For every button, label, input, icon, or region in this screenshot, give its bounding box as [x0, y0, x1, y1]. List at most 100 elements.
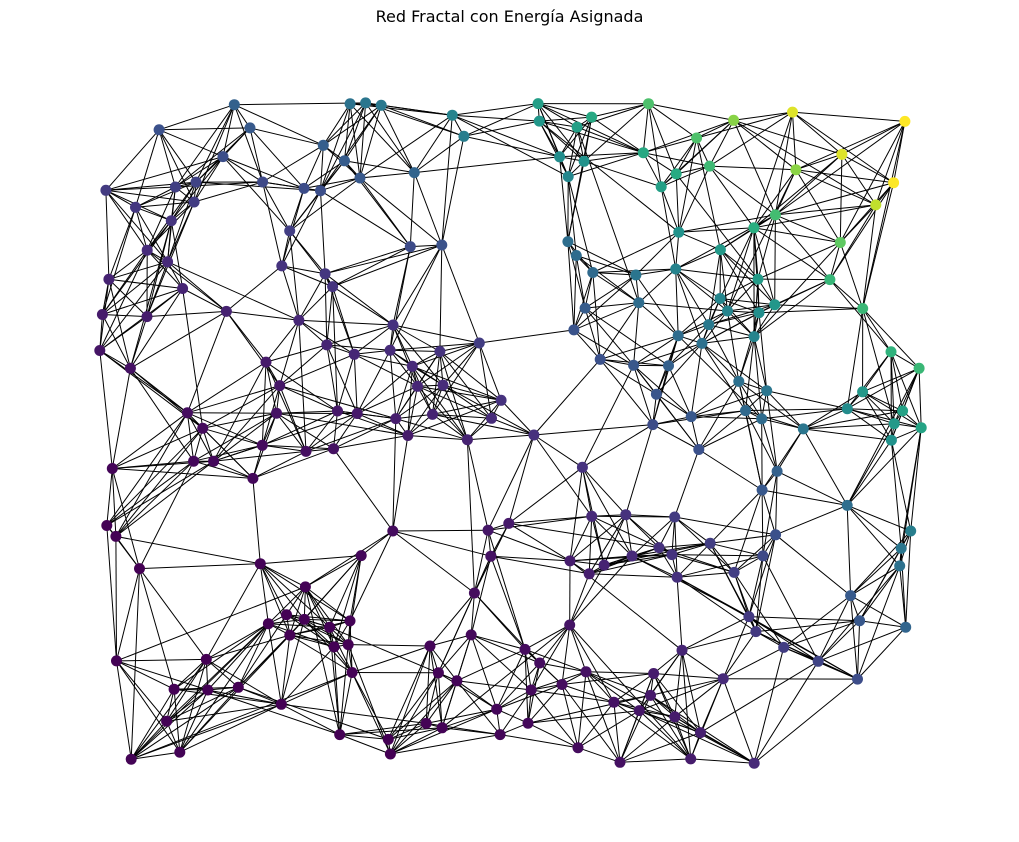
edge	[213, 385, 281, 462]
graph-node	[704, 160, 716, 172]
edge	[585, 302, 639, 309]
graph-node	[384, 344, 396, 356]
edge	[538, 120, 680, 233]
edge	[488, 515, 592, 531]
edge	[533, 424, 653, 436]
edge	[389, 246, 411, 351]
edge	[387, 680, 458, 740]
edge	[859, 620, 906, 628]
graph-node	[406, 360, 418, 372]
edge	[829, 279, 892, 353]
edge	[753, 154, 843, 229]
graph-node	[427, 408, 438, 420]
edge	[437, 672, 443, 728]
graph-node	[355, 550, 367, 562]
edge	[187, 385, 280, 414]
edge	[677, 310, 728, 337]
edge	[671, 516, 676, 555]
edge	[326, 344, 391, 351]
graph-node	[748, 757, 760, 769]
edge	[900, 427, 922, 549]
edge	[585, 671, 640, 712]
edge	[676, 576, 757, 633]
edge	[116, 660, 181, 753]
edge	[862, 391, 895, 425]
edge	[792, 111, 894, 184]
edge	[576, 126, 640, 303]
graph-node	[841, 403, 853, 415]
edge	[353, 354, 358, 414]
edge	[588, 514, 627, 575]
edge	[674, 516, 711, 544]
edge	[438, 634, 472, 674]
edge	[674, 449, 700, 518]
graph-node	[275, 698, 287, 710]
edge	[524, 649, 532, 691]
edge	[559, 156, 569, 242]
edge	[298, 273, 326, 321]
edge	[585, 671, 621, 763]
edge	[390, 680, 458, 755]
graph-node	[857, 303, 869, 314]
edge	[710, 534, 776, 544]
edge	[474, 592, 526, 650]
edge	[159, 127, 251, 131]
edge	[179, 689, 209, 753]
edge	[496, 708, 529, 724]
graph-node	[714, 293, 726, 304]
edge	[905, 530, 912, 628]
edge	[305, 586, 351, 622]
graph-node	[648, 668, 660, 679]
edge	[359, 177, 443, 246]
edge	[105, 189, 195, 203]
edge	[708, 304, 775, 326]
edge	[720, 214, 776, 251]
edge	[116, 568, 140, 662]
edge	[857, 565, 901, 680]
edge	[681, 650, 701, 733]
edge	[839, 154, 843, 243]
edge	[733, 489, 763, 573]
graph-node	[404, 241, 416, 253]
graph-node	[387, 525, 399, 537]
edge	[222, 127, 251, 157]
node-layer	[94, 97, 927, 769]
edge	[753, 678, 858, 764]
edge	[252, 450, 307, 479]
graph-node	[134, 563, 145, 575]
graph-node	[260, 356, 272, 368]
edge	[249, 127, 264, 183]
edge	[213, 460, 254, 479]
edge	[131, 672, 353, 760]
edge	[530, 624, 571, 691]
edge	[696, 119, 734, 139]
edge	[390, 342, 480, 351]
edge	[395, 418, 468, 441]
edge	[890, 351, 922, 428]
edge	[390, 723, 427, 755]
edge	[496, 684, 563, 710]
edge	[490, 555, 571, 562]
edge	[591, 515, 633, 557]
edge	[527, 710, 640, 724]
graph-node	[247, 472, 259, 484]
graph-node	[130, 201, 141, 213]
edge	[130, 659, 207, 760]
edge	[681, 649, 724, 680]
graph-node	[894, 560, 906, 572]
graph-node	[761, 385, 773, 397]
edge	[792, 111, 905, 122]
edge	[351, 672, 389, 740]
edge	[303, 145, 324, 189]
graph-node	[424, 640, 436, 652]
graph-node	[587, 267, 599, 278]
edge	[668, 324, 710, 367]
edge	[577, 747, 621, 763]
edge	[582, 466, 627, 516]
edge	[265, 361, 338, 412]
edge	[333, 410, 338, 449]
edge	[569, 554, 672, 562]
graph-node	[451, 675, 463, 687]
edge	[116, 586, 306, 662]
edge	[170, 220, 184, 289]
